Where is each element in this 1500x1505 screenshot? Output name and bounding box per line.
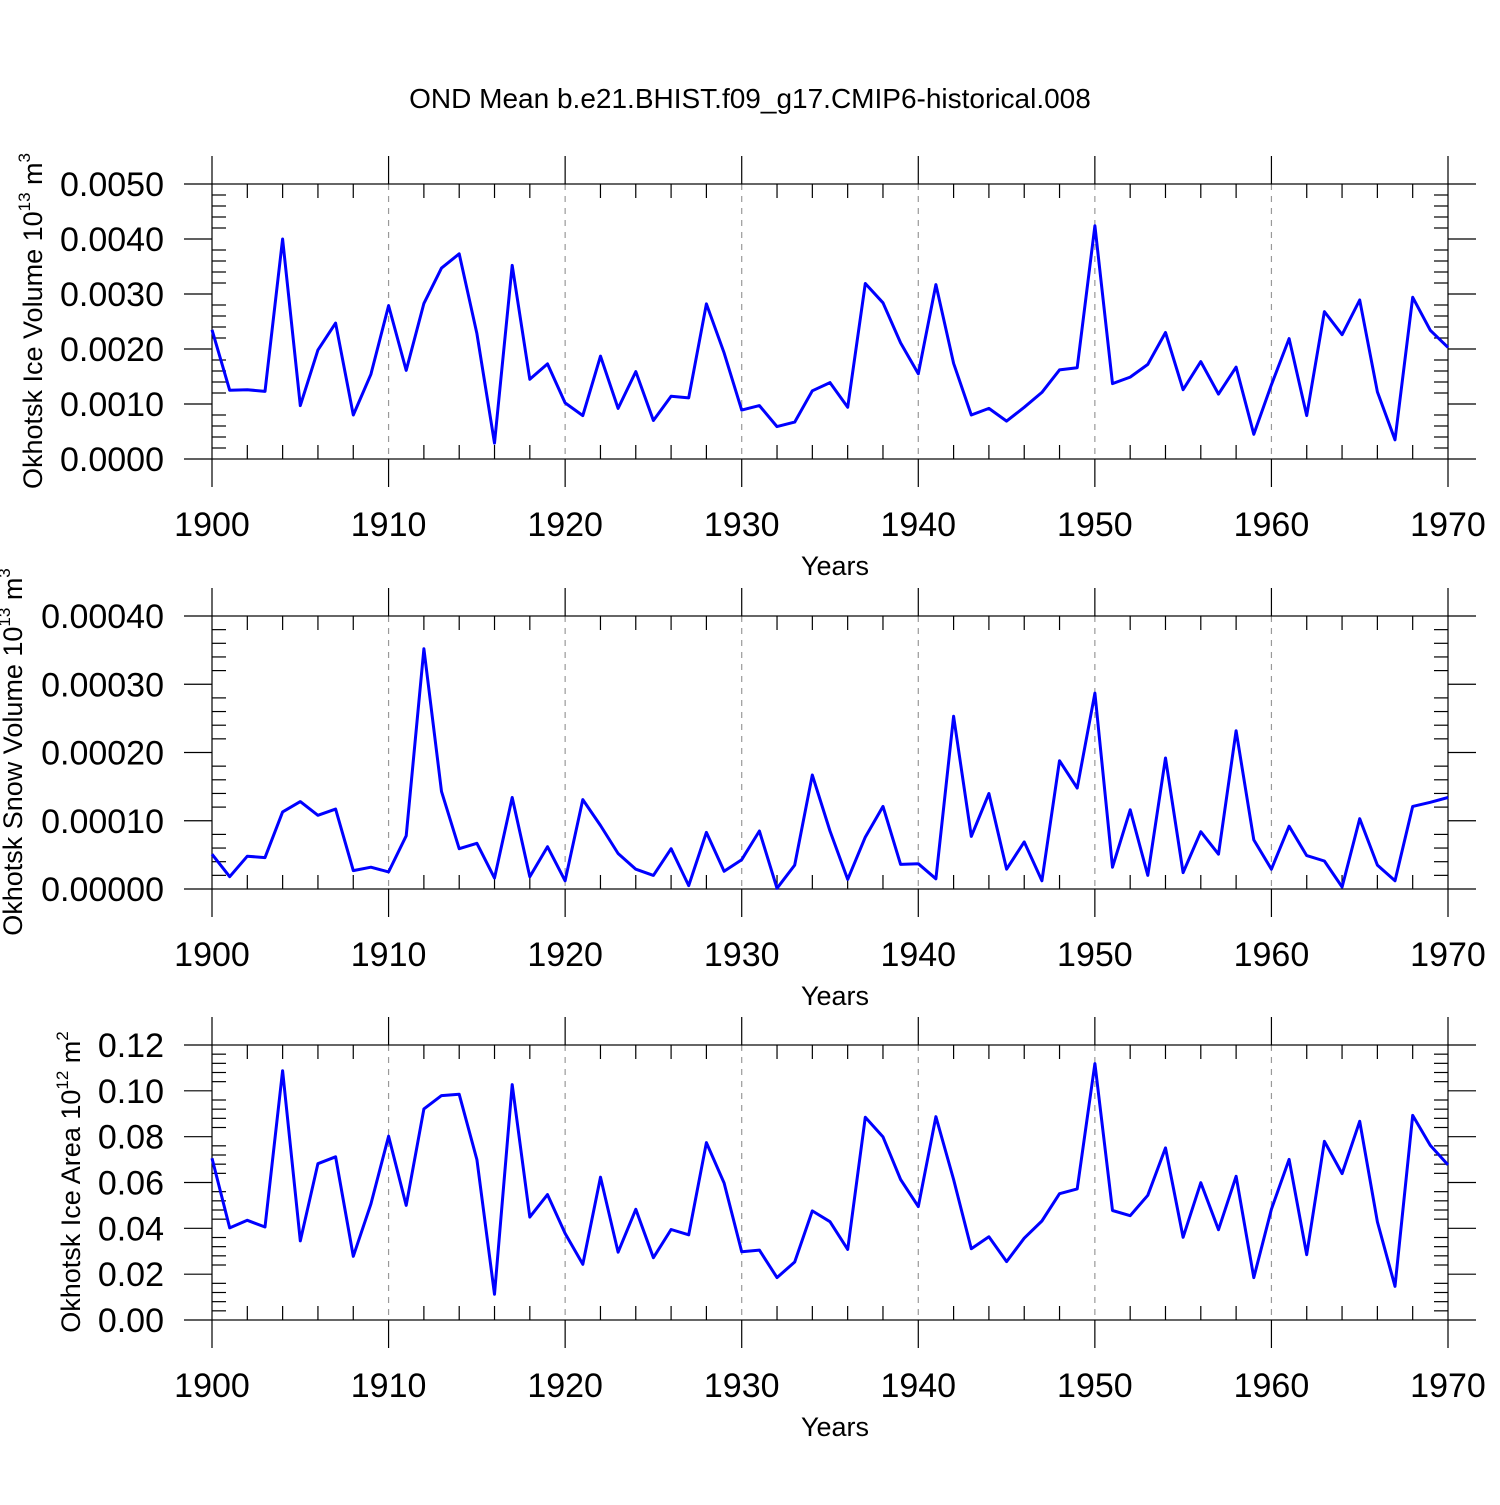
- y-tick-label: 0.00020: [41, 735, 164, 773]
- x-tick-label: 1960: [1234, 1367, 1310, 1405]
- y-axis-title: Okhotsk Ice Volume 1013 m3: [15, 153, 48, 489]
- y-tick-label: 0.0030: [60, 276, 164, 314]
- x-tick-label: 1920: [527, 1367, 603, 1405]
- x-axis-title: Years: [801, 1412, 869, 1442]
- plot-frame: [211, 183, 1449, 460]
- y-axis-title-text: Okhotsk Ice Area 10: [56, 1090, 86, 1333]
- x-tick-label: 1910: [351, 506, 427, 544]
- x-tick-label: 1920: [527, 936, 603, 974]
- y-tick-label: 0.0040: [60, 221, 164, 259]
- x-tick-label: 1970: [1410, 936, 1486, 974]
- y-tick-label: 0.0050: [60, 166, 164, 204]
- x-tick-label: 1960: [1234, 936, 1310, 974]
- y-axis-title: Okhotsk Snow Volume 1013 m3: [0, 568, 28, 936]
- figure-title: OND Mean b.e21.BHIST.f09_g17.CMIP6-histo…: [409, 83, 1091, 114]
- x-tick-label: 1970: [1410, 1367, 1486, 1405]
- x-axis-title: Years: [801, 981, 869, 1011]
- y-axis-title-unit: m: [0, 578, 28, 608]
- x-tick-label: 1910: [351, 1367, 427, 1405]
- y-tick-label: 0.00040: [41, 598, 164, 636]
- y-tick-label: 0.00: [98, 1302, 164, 1340]
- y-tick-label: 0.0020: [60, 331, 164, 369]
- y-tick-label: 0.10: [98, 1073, 164, 1111]
- series-line: [210, 647, 1449, 890]
- series-line: [210, 1062, 1450, 1296]
- y-axis-title-unit-exponent: 3: [15, 153, 34, 162]
- y-tick-label: 0.12: [98, 1027, 164, 1065]
- panel-3: 1900 1910 1920 1930 1940 1950 1960 1970 0.00 0.02…: [53, 1017, 1486, 1442]
- x-tick-label: 1930: [704, 1367, 780, 1405]
- x-tick-label: 1900: [174, 936, 250, 974]
- y-axis-title-unit-exponent: 3: [0, 568, 14, 577]
- y-tick-label: 0.06: [98, 1165, 164, 1203]
- y-axis-title: Okhotsk Ice Area 1012 m2: [53, 1031, 86, 1333]
- y-tick-label: 0.0010: [60, 386, 164, 424]
- y-axis-title-unit: m: [18, 162, 48, 192]
- panel-1: 1900 1910 1920 1930 1940 1950 1960 1970 0.0000 0.…: [15, 153, 1486, 581]
- series-line: [210, 224, 1450, 445]
- x-tick-label: 1940: [880, 936, 956, 974]
- y-axis-title-exponent: 13: [0, 608, 14, 627]
- y-axis-title-exponent: 13: [15, 192, 34, 211]
- x-tick-label: 1930: [704, 506, 780, 544]
- y-axis-title-unit-exponent: 2: [53, 1031, 72, 1040]
- y-tick-label: 0.02: [98, 1256, 164, 1294]
- x-axis-title: Years: [801, 551, 869, 581]
- x-tick-label: 1900: [174, 506, 250, 544]
- y-tick-label: 0.00010: [41, 803, 164, 841]
- y-axis-title-unit: m: [56, 1041, 86, 1071]
- x-tick-label: 1960: [1234, 506, 1310, 544]
- x-tick-label: 1970: [1410, 506, 1486, 544]
- y-tick-label: 0.0000: [60, 441, 164, 479]
- y-axis-title-text: Okhotsk Ice Volume 10: [18, 211, 48, 489]
- y-tick-label: 0.08: [98, 1119, 164, 1157]
- plot-frame: [211, 615, 1449, 890]
- plot-frame: [211, 1044, 1449, 1321]
- x-tick-label: 1950: [1057, 506, 1133, 544]
- x-tick-label: 1950: [1057, 1367, 1133, 1405]
- x-tick-label: 1920: [527, 506, 603, 544]
- x-tick-label: 1900: [174, 1367, 250, 1405]
- x-tick-label: 1950: [1057, 936, 1133, 974]
- y-tick-label: 0.00000: [41, 871, 164, 909]
- x-tick-label: 1940: [880, 1367, 956, 1405]
- y-tick-label: 0.04: [98, 1210, 164, 1248]
- x-tick-label: 1910: [351, 936, 427, 974]
- panel-2: 1900 1910 1920 1930 1940 1950 1960 1970 0.00000 0…: [0, 568, 1486, 1011]
- x-tick-label: 1940: [880, 506, 956, 544]
- y-axis-title-exponent: 12: [53, 1071, 72, 1090]
- x-tick-label: 1930: [704, 936, 780, 974]
- y-axis-title-text: Okhotsk Snow Volume 10: [0, 627, 28, 936]
- y-tick-label: 0.00030: [41, 666, 164, 704]
